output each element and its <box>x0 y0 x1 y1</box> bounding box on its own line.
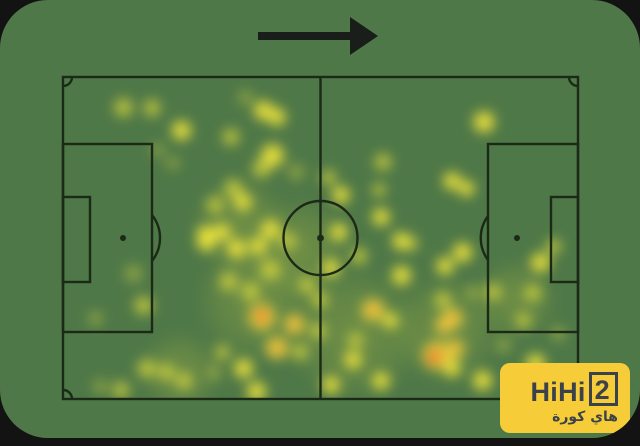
heat-blob <box>208 338 236 366</box>
heat-blob <box>430 251 460 281</box>
heat-blob <box>116 256 150 290</box>
heat-blob <box>303 316 333 346</box>
heat-blob <box>86 372 114 400</box>
heat-blob <box>367 178 391 202</box>
heat-blob <box>366 366 396 396</box>
heat-blob <box>81 304 109 332</box>
heat-blob <box>316 253 346 283</box>
heat-blob <box>518 278 548 308</box>
heat-blob <box>281 157 311 187</box>
heat-blob <box>384 258 418 292</box>
heat-blob <box>137 93 167 123</box>
heat-blob <box>366 202 396 232</box>
heat-blob <box>489 331 517 359</box>
heat-blob <box>216 122 246 152</box>
logo-brand: HiHi 2 <box>530 371 618 408</box>
heat-blob <box>539 232 567 260</box>
heat-blob <box>273 226 303 256</box>
heat-blob <box>368 147 398 177</box>
logo-brand-suffix: 2 <box>588 371 618 407</box>
heat-blob <box>509 306 537 334</box>
attack-direction-arrow-icon <box>258 17 378 55</box>
heat-blob <box>396 229 424 257</box>
heat-blob <box>324 217 354 247</box>
heat-blob <box>465 363 499 397</box>
heat-blob <box>458 278 486 306</box>
heat-blob <box>169 366 199 396</box>
heat-blob <box>376 306 404 334</box>
heat-blob <box>228 187 258 217</box>
heat-blob <box>239 374 273 400</box>
heat-blob <box>250 304 272 326</box>
heat-blob <box>422 345 446 369</box>
heat-blob <box>244 151 278 185</box>
heat-blob <box>452 174 480 202</box>
heat-blob <box>344 241 374 271</box>
logo-subtitle-arabic: هاي كورة <box>552 409 618 426</box>
heat-blob <box>316 370 346 400</box>
heat-blob <box>126 288 160 322</box>
heat-blob <box>544 319 572 347</box>
heat-blob <box>341 326 369 354</box>
logo-brand-prefix: HiHi <box>530 377 586 408</box>
heat-blob <box>200 190 230 220</box>
hihi2-logo: HiHi 2 هاي كورة <box>500 363 630 433</box>
heat-blob <box>189 224 223 258</box>
heat-blob <box>106 90 140 124</box>
heat-blob <box>262 102 292 132</box>
heat-blob <box>466 104 502 140</box>
heat-blob <box>161 151 185 175</box>
heat-blob <box>314 163 342 191</box>
heat-blob <box>164 113 198 147</box>
